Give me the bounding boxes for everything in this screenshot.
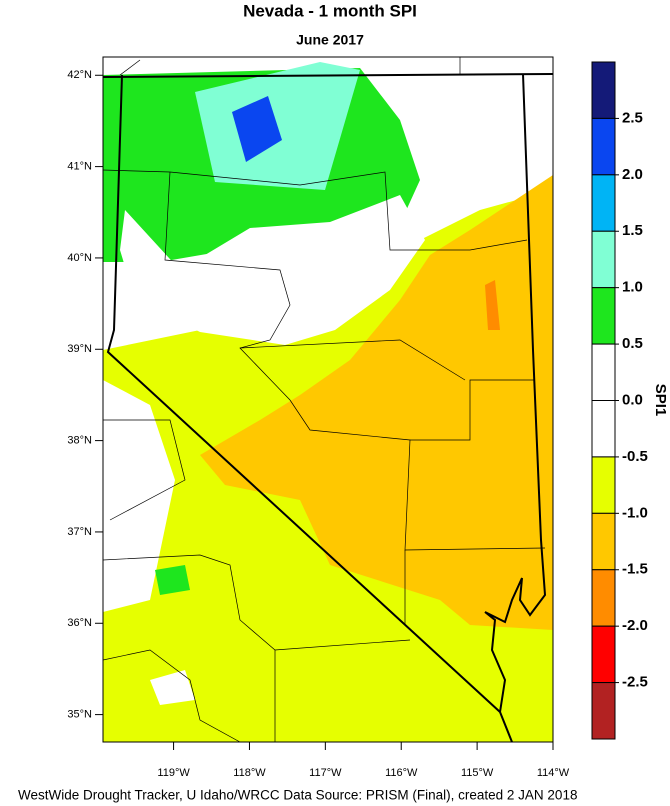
lat-label: 37°N <box>67 526 92 538</box>
colorbar-box <box>591 117 616 176</box>
colorbar-tick-label: -0.5 <box>622 448 648 465</box>
colorbar-box <box>591 682 616 740</box>
colorbar-box <box>591 287 616 345</box>
colorbar-tick-label: -1.0 <box>622 504 648 521</box>
lon-label: 119°W <box>157 767 190 779</box>
lat-label: 36°N <box>67 617 92 629</box>
lat-label: 39°N <box>67 343 92 355</box>
lon-label: 117°W <box>309 767 342 779</box>
colorbar-box <box>591 230 616 289</box>
colorbar-box <box>591 456 616 514</box>
colorbar-label: SPI1 <box>652 384 669 417</box>
map-frame <box>102 56 554 743</box>
lat-label: 35°N <box>67 709 92 721</box>
colorbar-tick-label: 1.5 <box>622 222 643 239</box>
colorbar-box <box>591 174 616 232</box>
colorbar-box <box>591 569 616 627</box>
colorbar-box <box>591 61 616 119</box>
colorbar-box <box>591 400 616 458</box>
lat-label: 42°N <box>67 69 92 81</box>
lon-label: 118°W <box>233 767 266 779</box>
colorbar-box <box>591 343 616 402</box>
footer: WestWide Drought Tracker, U Idaho/WRCC D… <box>18 788 577 803</box>
lon-label: 116°W <box>385 767 418 779</box>
lat-label: 41°N <box>67 161 92 173</box>
colorbar-box <box>591 512 616 571</box>
lat-label: 38°N <box>67 435 92 447</box>
lon-label: 115°W <box>461 767 494 779</box>
map-subtitle: June 2017 <box>296 32 364 48</box>
colorbar-tick-label: 2.0 <box>622 166 643 183</box>
lat-label: 40°N <box>67 252 92 264</box>
colorbar-box <box>591 625 616 684</box>
colorbar-tick-label: -2.5 <box>622 674 648 691</box>
colorbar-tick-label: -1.5 <box>622 561 648 578</box>
map-title: Nevada - 1 month SPI <box>243 1 417 20</box>
colorbar-tick-label: 2.5 <box>622 109 643 126</box>
lon-label: 114°W <box>537 767 570 779</box>
colorbar-tick-label: 0.5 <box>622 335 643 352</box>
map-field <box>103 57 553 742</box>
colorbar-tick-label: -2.0 <box>622 617 648 634</box>
colorbar-tick-label: 1.0 <box>622 279 643 296</box>
colorbar-tick-label: 0.0 <box>622 391 643 408</box>
